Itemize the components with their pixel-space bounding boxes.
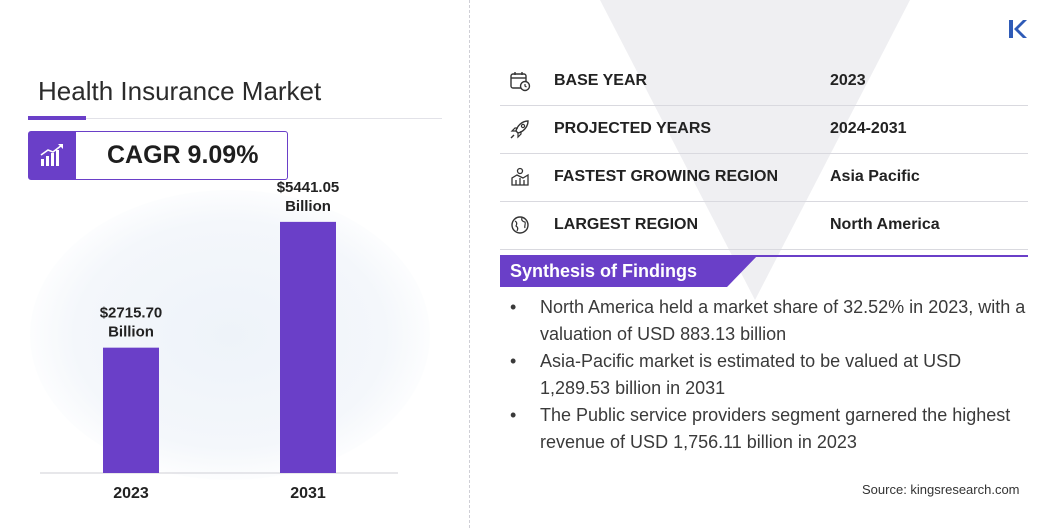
bullet: • xyxy=(510,297,517,317)
cagr-badge: CAGR 9.09% xyxy=(28,131,288,180)
data-label: Billion xyxy=(285,198,331,215)
market-size-bar-chart: $2715.70 Billion 2023 $5441.05 Billion 2031 xyxy=(40,179,398,502)
globe-icon xyxy=(509,214,531,236)
fact-value: 2024-2031 xyxy=(830,120,907,137)
data-label: $5441.05 xyxy=(277,179,340,196)
fact-label: BASE YEAR xyxy=(554,72,648,89)
background-shape xyxy=(600,0,910,300)
growth-chart-icon xyxy=(29,132,76,179)
fact-row: BASE YEAR 2023 xyxy=(500,57,1028,106)
bar-2023 xyxy=(103,347,159,473)
fact-label: LARGEST REGION xyxy=(554,216,699,233)
bullet: • xyxy=(510,405,517,425)
fact-label: FASTEST GROWING REGION xyxy=(554,168,779,185)
kings-research-logo xyxy=(1007,18,1029,45)
rocket-icon xyxy=(509,118,531,140)
world-map-background xyxy=(30,190,430,480)
list-item: • North America held a market share of 32… xyxy=(510,294,1030,348)
finding-text: North America held a market share of 32.… xyxy=(540,297,1026,344)
source-credit: Source: kingsresearch.com xyxy=(862,482,1020,497)
fact-label: PROJECTED YEARS xyxy=(554,120,712,137)
fact-row: LARGEST REGION North America xyxy=(500,201,1028,250)
fact-value: Asia Pacific xyxy=(830,168,920,185)
fact-value: 2023 xyxy=(830,72,866,89)
fact-row: PROJECTED YEARS 2024-2031 xyxy=(500,105,1028,154)
x-tick-label: 2031 xyxy=(290,485,326,502)
finding-text: The Public service providers segment gar… xyxy=(540,405,1011,452)
synthesis-header: Synthesis of Findings xyxy=(500,255,758,287)
data-label: $2715.70 xyxy=(100,305,163,322)
bullet: • xyxy=(510,351,517,371)
title-accent-bar xyxy=(28,116,86,120)
panel-divider xyxy=(469,0,470,528)
bar-2031 xyxy=(280,221,336,473)
synthesis-title: Synthesis of Findings xyxy=(510,261,698,281)
fact-row: FASTEST GROWING REGION Asia Pacific xyxy=(500,153,1028,202)
data-label: Billion xyxy=(108,324,154,341)
x-tick-label: 2023 xyxy=(113,485,149,502)
calendar-icon xyxy=(509,70,531,92)
cagr-value: CAGR 9.09% xyxy=(107,141,259,169)
list-item: • The Public service providers segment ga… xyxy=(510,402,1030,456)
findings-list: • North America held a market share of 32… xyxy=(510,294,1030,456)
page-title: Health Insurance Market xyxy=(38,76,322,106)
synthesis-rule xyxy=(500,255,1028,257)
title-underline xyxy=(28,118,442,119)
finding-text: Asia-Pacific market is estimated to be v… xyxy=(540,351,962,398)
growth-region-icon xyxy=(509,166,531,188)
fact-value: North America xyxy=(830,216,940,233)
list-item: • Asia-Pacific market is estimated to be … xyxy=(510,348,1030,402)
